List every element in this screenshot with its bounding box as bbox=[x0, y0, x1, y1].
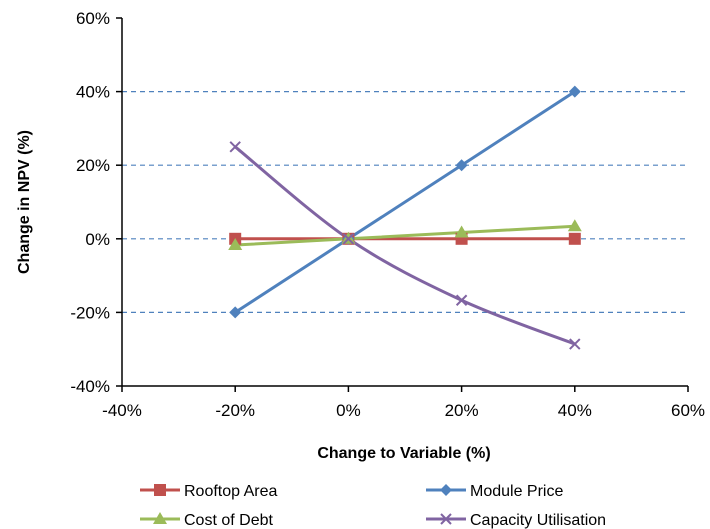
data-point-capacity-utilisation bbox=[455, 294, 468, 306]
data-point-cost-of-debt bbox=[228, 238, 243, 251]
y-tick-label: 60% bbox=[76, 9, 110, 28]
data-point-capacity-utilisation bbox=[229, 141, 241, 153]
data-point-rooftop-area bbox=[568, 232, 581, 245]
data-point-module-price bbox=[229, 306, 242, 319]
series-line-module-price bbox=[234, 90, 576, 314]
y-tick-labels: 60% 40% 20% 0% -20% -40% bbox=[70, 9, 110, 396]
y-tick-label: 40% bbox=[76, 83, 110, 102]
y-tick-label: 20% bbox=[76, 156, 110, 175]
y-tick-label: -20% bbox=[70, 303, 110, 322]
legend-label: Rooftop Area bbox=[184, 483, 278, 500]
y-tick-label: -40% bbox=[70, 377, 110, 396]
data-point-capacity-utilisation bbox=[569, 338, 581, 350]
data-point-cost-of-debt bbox=[567, 219, 582, 232]
legend: Rooftop Area Module Price Cost of Debt Capa… bbox=[140, 483, 606, 529]
x-axis-title: Change to Variable (%) bbox=[317, 445, 490, 462]
legend-label: Module Price bbox=[470, 483, 563, 500]
x-tick-label: 0% bbox=[336, 401, 361, 420]
x-tick-label: 40% bbox=[558, 401, 592, 420]
y-tick-label: 0% bbox=[85, 230, 110, 249]
x-tick-label: 20% bbox=[445, 401, 479, 420]
data-point-cost-of-debt bbox=[454, 225, 469, 238]
legend-label: Capacity Utilisation bbox=[470, 512, 606, 529]
axes bbox=[116, 17, 689, 392]
x-tick-label: -20% bbox=[215, 401, 255, 420]
series-lines bbox=[234, 90, 576, 346]
x-tick-label: 60% bbox=[671, 401, 705, 420]
legend-item-rooftop-area: Rooftop Area bbox=[140, 483, 278, 500]
series-line-capacity-utilisation bbox=[234, 145, 576, 346]
legend-swatch-marker bbox=[153, 512, 167, 524]
y-axis-title: Change in NPV (%) bbox=[16, 130, 33, 274]
series-markers bbox=[228, 85, 582, 350]
legend-swatch-marker bbox=[440, 484, 452, 496]
data-point-module-price bbox=[568, 85, 581, 98]
legend-item-module-price: Module Price bbox=[426, 483, 563, 500]
legend-swatch-marker bbox=[440, 513, 452, 525]
legend-swatch-marker bbox=[154, 484, 166, 496]
data-point-module-price bbox=[455, 159, 468, 172]
x-tick-label: -40% bbox=[102, 401, 142, 420]
legend-item-cost-of-debt: Cost of Debt bbox=[140, 512, 273, 529]
legend-label: Cost of Debt bbox=[184, 512, 273, 529]
series-line-cost-of-debt bbox=[235, 224, 575, 247]
x-tick-labels: -40% -20% 0% 20% 40% 60% bbox=[102, 401, 705, 420]
data-point-capacity-utilisation bbox=[342, 233, 355, 245]
legend-item-capacity-utilisation: Capacity Utilisation bbox=[426, 512, 606, 529]
